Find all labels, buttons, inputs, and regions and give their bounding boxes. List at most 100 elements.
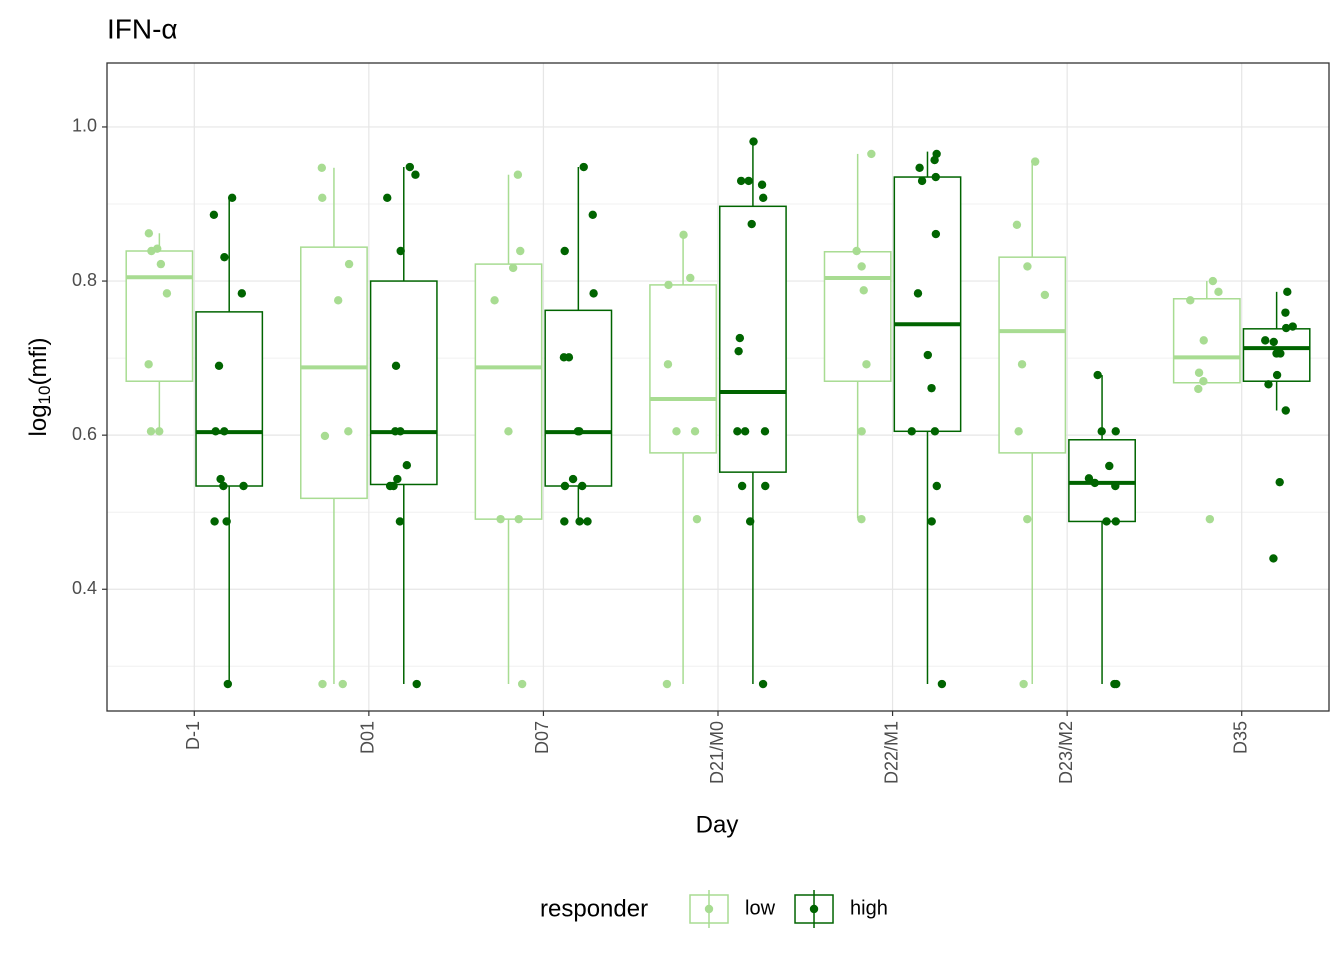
point	[412, 679, 421, 689]
point	[1214, 287, 1223, 297]
box	[369, 280, 438, 486]
x-tick-label: D35	[1230, 721, 1250, 754]
point	[1012, 220, 1022, 230]
point	[1023, 514, 1032, 524]
point	[220, 427, 229, 436]
point	[568, 474, 578, 484]
point	[930, 155, 939, 165]
point	[923, 350, 933, 360]
point	[1269, 554, 1278, 563]
point	[913, 289, 923, 298]
point	[239, 481, 248, 491]
box	[998, 256, 1067, 454]
point	[679, 230, 688, 240]
panel-border	[106, 62, 1330, 712]
point	[867, 149, 876, 159]
point	[153, 244, 162, 253]
point	[1111, 427, 1120, 436]
box	[718, 205, 787, 473]
point	[144, 360, 153, 369]
point	[1030, 157, 1040, 166]
legend-label: high	[850, 897, 888, 919]
point	[672, 427, 681, 436]
point	[222, 517, 231, 526]
point	[1261, 336, 1270, 345]
box	[195, 311, 264, 487]
point	[745, 517, 755, 526]
box	[544, 309, 613, 487]
point	[317, 163, 327, 172]
point	[859, 286, 868, 295]
y-tick-label: 0.8	[72, 270, 97, 290]
box	[1068, 439, 1136, 523]
point	[1102, 517, 1111, 526]
point	[907, 427, 916, 436]
point	[318, 193, 327, 203]
point	[1208, 276, 1218, 286]
legend-label: low	[745, 897, 776, 919]
point	[1281, 308, 1290, 317]
point	[344, 427, 353, 436]
point	[735, 333, 745, 343]
point	[162, 289, 172, 298]
point	[227, 193, 237, 203]
point	[1110, 679, 1119, 689]
point	[760, 427, 770, 436]
point	[560, 481, 570, 491]
point	[589, 289, 598, 298]
legend-key-point	[809, 904, 819, 914]
point	[393, 474, 402, 484]
point	[1269, 337, 1278, 347]
legend-title: responder	[540, 895, 648, 922]
point	[1199, 336, 1208, 345]
point	[664, 280, 673, 290]
point	[927, 517, 936, 526]
point	[508, 263, 518, 273]
point	[740, 427, 750, 436]
point	[383, 193, 392, 203]
point	[402, 461, 412, 470]
point	[937, 679, 947, 689]
point	[927, 383, 936, 393]
point	[396, 246, 405, 256]
point	[747, 219, 756, 229]
x-tick-label: D07	[532, 721, 552, 754]
point	[758, 679, 768, 689]
point	[560, 517, 569, 526]
y-title-subscript: 10	[35, 386, 54, 405]
point	[583, 517, 592, 526]
y-tick-label: 0.6	[72, 424, 97, 444]
point	[211, 427, 220, 436]
point	[490, 296, 499, 305]
point	[917, 176, 927, 186]
point	[320, 431, 330, 441]
point	[1023, 262, 1032, 271]
point	[144, 229, 154, 238]
y-title-part: log	[25, 404, 52, 436]
point	[733, 427, 742, 436]
point	[344, 259, 354, 269]
point	[219, 481, 228, 491]
point	[560, 246, 569, 256]
point	[1017, 360, 1027, 369]
point	[692, 514, 702, 524]
point	[209, 210, 219, 219]
point	[1084, 474, 1094, 483]
point	[210, 517, 219, 526]
box	[125, 250, 194, 382]
point	[663, 360, 673, 369]
point	[932, 481, 941, 491]
point	[391, 361, 401, 371]
point	[690, 427, 700, 436]
point	[1019, 679, 1028, 689]
x-tick-label: D01	[358, 721, 378, 754]
point	[759, 193, 768, 203]
box	[300, 246, 368, 500]
box	[649, 284, 718, 454]
point	[156, 259, 166, 269]
point	[517, 679, 527, 689]
point	[155, 427, 164, 436]
point	[734, 346, 743, 356]
